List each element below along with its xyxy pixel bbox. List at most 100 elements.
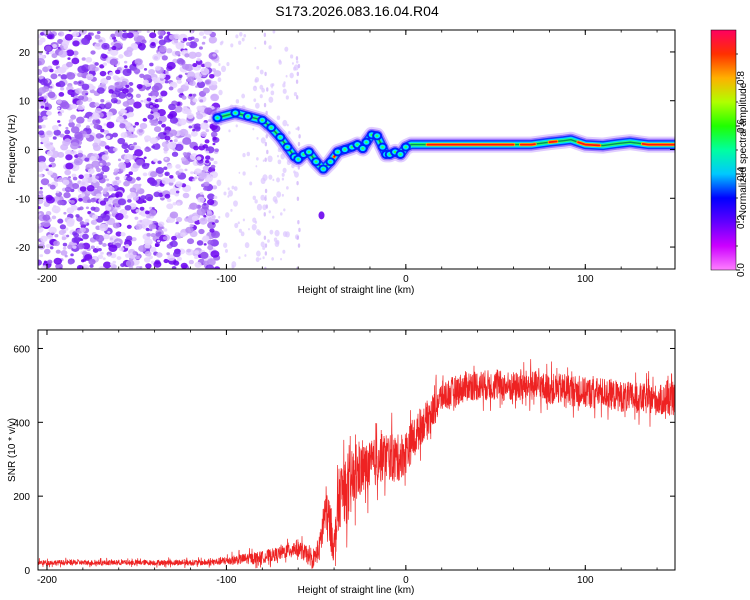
noise-blob <box>106 111 113 117</box>
noise-blob <box>78 81 82 84</box>
noise-blob <box>264 188 268 194</box>
noise-blob <box>175 181 183 188</box>
noise-blob <box>168 86 174 91</box>
noise-blob <box>46 34 53 40</box>
noise-blob <box>199 191 204 195</box>
noise-blob <box>225 248 228 253</box>
noise-blob <box>248 228 250 231</box>
noise-blob <box>138 129 143 133</box>
noise-blob <box>133 68 141 74</box>
noise-blob <box>263 32 267 38</box>
noise-blob <box>199 143 203 147</box>
noise-blob <box>84 218 90 223</box>
noise-blob <box>61 236 67 241</box>
noise-blob <box>60 143 69 151</box>
noise-blob <box>141 162 150 170</box>
noise-blob <box>80 259 85 263</box>
noise-blob <box>88 116 94 120</box>
noise-blob <box>96 30 101 35</box>
noise-blob <box>112 260 117 264</box>
snr-ticks: -200 -100 0 100 0 200 400 600 <box>13 330 675 586</box>
noise-blob <box>166 252 170 256</box>
noise-blob <box>125 106 134 114</box>
noise-blob <box>263 235 267 240</box>
noise-blob <box>38 155 46 163</box>
noise-blob <box>45 168 49 172</box>
noise-blob <box>198 228 205 235</box>
noise-blob <box>72 50 79 56</box>
noise-blob <box>50 142 54 145</box>
noise-blob <box>77 152 84 158</box>
noise-blob <box>38 87 47 94</box>
noise-blob <box>39 187 43 190</box>
noise-blob <box>202 186 208 191</box>
noise-blob <box>276 191 282 198</box>
noise-blob <box>282 249 286 254</box>
noise-blob <box>206 258 216 266</box>
noise-blob <box>264 266 267 269</box>
noise-blob <box>113 76 121 82</box>
noise-blob <box>71 91 75 95</box>
noise-blob <box>87 199 92 203</box>
noise-blob <box>157 120 163 125</box>
noise-blob <box>148 92 153 97</box>
noise-blob <box>207 239 214 245</box>
noise-blob <box>266 87 269 92</box>
noise-blob <box>205 128 210 133</box>
noise-blob <box>61 40 70 47</box>
noise-blob <box>149 171 158 178</box>
noise-blob <box>42 220 51 228</box>
noise-blob <box>281 172 285 177</box>
noise-blob <box>196 208 206 216</box>
noise-blob <box>78 234 82 238</box>
noise-blob <box>191 215 199 222</box>
noise-blob <box>105 205 112 211</box>
noise-blob <box>71 182 80 190</box>
noise-blob <box>235 99 240 104</box>
noise-blob <box>94 107 102 114</box>
noise-blob <box>298 227 301 233</box>
noise-blob <box>264 157 267 162</box>
noise-blob <box>176 79 182 84</box>
noise-blob <box>123 51 129 56</box>
noise-blob <box>150 232 156 238</box>
noise-blob <box>146 97 152 102</box>
noise-blob <box>169 129 178 137</box>
noise-blob <box>192 93 197 97</box>
noise-blob <box>264 243 268 248</box>
noise-blob <box>78 174 84 180</box>
noise-blob <box>106 162 111 167</box>
noise-blob <box>124 204 132 211</box>
noise-blob <box>66 234 70 238</box>
noise-blob <box>166 31 171 35</box>
noise-blob <box>98 241 103 245</box>
noise-blob <box>100 128 105 133</box>
noise-blob <box>100 251 104 255</box>
noise-blob <box>57 73 61 77</box>
noise-blob <box>64 129 71 135</box>
noise-blob <box>57 112 63 117</box>
ridge-blob <box>216 116 219 119</box>
noise-blob <box>154 243 159 248</box>
noise-blob <box>226 62 230 67</box>
noise-blob <box>111 45 117 51</box>
noise-blob <box>166 198 172 203</box>
noise-blob <box>189 202 198 210</box>
noise-blob <box>212 142 216 146</box>
noise-blob <box>175 164 181 169</box>
noise-blob <box>60 101 70 110</box>
snr-xtick-label: 100 <box>577 575 594 586</box>
noise-blob <box>198 31 205 36</box>
spectrogram-xtick-label: 0 <box>403 274 409 285</box>
noise-blob <box>218 89 223 96</box>
noise-blob <box>210 214 217 220</box>
noise-blob <box>84 157 90 162</box>
noise-blob <box>80 193 86 197</box>
noise-blob <box>103 261 112 269</box>
noise-blob <box>283 81 286 85</box>
noise-blob <box>47 259 53 265</box>
noise-blob <box>108 203 112 207</box>
noise-blob <box>161 226 165 229</box>
noise-blob <box>149 179 158 187</box>
noise-blob <box>238 228 242 233</box>
